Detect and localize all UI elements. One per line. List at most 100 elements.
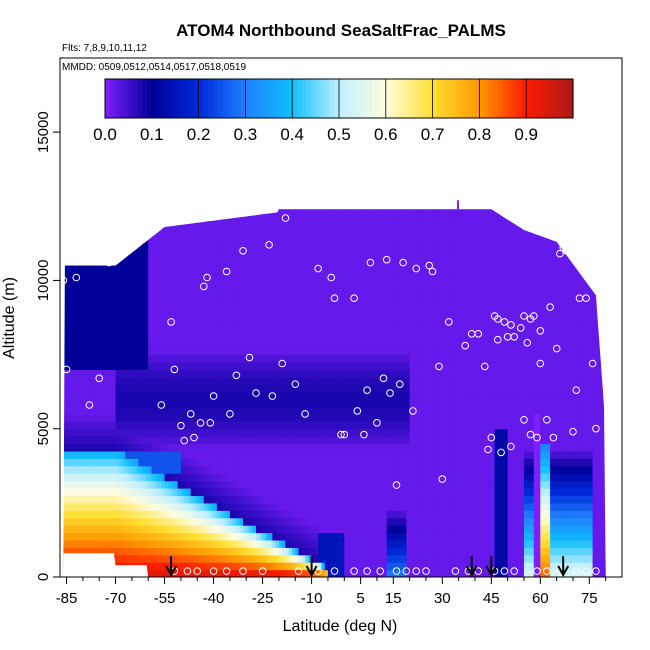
heatmap-cell — [158, 539, 162, 548]
heatmap-cell — [288, 510, 293, 519]
heatmap-cell — [295, 525, 300, 534]
heatmap-cell — [331, 517, 336, 526]
heatmap-cell — [291, 428, 296, 437]
heatmap-cell — [109, 376, 113, 385]
heatmap-cell — [154, 539, 159, 548]
heatmap-cell — [291, 391, 296, 400]
heatmap-cell — [109, 569, 113, 577]
heatmap-cell — [357, 488, 362, 497]
heatmap-cell — [99, 384, 104, 393]
heatmap-cell — [128, 510, 133, 519]
heatmap-cell — [73, 495, 77, 504]
heatmap-cell — [193, 243, 198, 252]
heatmap-cell — [122, 191, 126, 199]
heatmap-cell — [324, 525, 329, 534]
heatmap-cell — [308, 421, 313, 430]
heatmap-cell — [311, 347, 316, 356]
heatmap-cell — [82, 413, 87, 422]
heatmap-cell — [148, 428, 153, 437]
heatmap-cell — [187, 480, 192, 489]
heatmap-cell — [328, 191, 332, 199]
heatmap-cell — [177, 510, 182, 519]
heatmap-cell — [337, 458, 342, 467]
heatmap-cell — [223, 324, 228, 333]
heatmap-cell — [122, 384, 126, 393]
heatmap-cell — [321, 391, 326, 400]
heatmap-cell — [239, 324, 244, 333]
heatmap-cell — [265, 310, 270, 319]
heatmap-cell — [63, 209, 68, 215]
heatmap-cell — [66, 280, 71, 289]
heatmap-cell — [308, 199, 312, 207]
heatmap-cell — [66, 332, 71, 341]
heatmap-cell — [190, 391, 195, 400]
heatmap-cell — [278, 525, 283, 534]
heatmap-cell — [79, 310, 84, 319]
heatmap-cell — [177, 495, 182, 504]
heatmap-cell — [144, 510, 149, 519]
heatmap-cell — [298, 473, 303, 482]
heatmap-cell — [311, 391, 316, 400]
heatmap-cell — [89, 339, 94, 348]
heatmap-cell — [220, 488, 224, 497]
heatmap-cell — [318, 458, 322, 467]
heatmap-cell — [370, 332, 375, 341]
heatmap-cell — [220, 525, 224, 534]
heatmap-cell — [321, 324, 326, 333]
heatmap-cell — [367, 562, 372, 571]
heatmap-cell — [207, 280, 211, 289]
heatmap-cell — [89, 280, 94, 289]
heatmap-cell — [308, 510, 313, 519]
heatmap-cell — [229, 302, 234, 311]
heatmap-cell — [210, 406, 215, 415]
heatmap-cell — [272, 562, 277, 571]
heatmap-cell — [115, 302, 120, 311]
heatmap-cell — [144, 280, 149, 289]
heatmap-cell — [282, 465, 287, 474]
heatmap-cell — [259, 443, 264, 452]
heatmap-cell — [115, 510, 120, 519]
heatmap-cell — [216, 302, 221, 311]
heatmap-cell — [128, 332, 133, 341]
heatmap-cell — [102, 465, 107, 474]
heatmap-cell — [288, 413, 293, 422]
heatmap-cell — [128, 421, 133, 430]
heatmap-cell — [76, 295, 81, 304]
heatmap-cell — [86, 287, 91, 296]
heatmap-cell — [285, 465, 290, 474]
heatmap-cell — [295, 324, 300, 333]
heatmap-cell — [125, 354, 130, 363]
heatmap-cell — [354, 458, 358, 467]
heatmap-cell — [229, 502, 234, 511]
heatmap-cell — [151, 488, 156, 497]
heatmap-cell — [135, 265, 140, 274]
heatmap-cell — [360, 347, 365, 356]
heatmap-cell — [236, 510, 241, 519]
heatmap-cell — [109, 369, 113, 378]
heatmap-cell — [249, 235, 254, 244]
heatmap-cell — [298, 302, 303, 311]
heatmap-cell — [305, 428, 309, 437]
heatmap-cell — [63, 258, 68, 267]
heatmap-cell — [216, 532, 221, 541]
heatmap-cell — [200, 250, 205, 259]
heatmap-cell — [204, 191, 208, 199]
heatmap-cell — [305, 406, 309, 415]
heatmap-cell — [357, 209, 362, 215]
heatmap-cell — [73, 243, 77, 252]
heatmap-cell — [301, 235, 306, 244]
heatmap-cell — [308, 310, 313, 319]
heatmap-cell — [262, 495, 267, 504]
heatmap-cell — [122, 510, 126, 519]
heatmap-cell — [334, 354, 339, 363]
heatmap-cell — [79, 221, 84, 230]
heatmap-cell — [357, 317, 362, 326]
heatmap-cell — [278, 502, 283, 511]
heatmap-cell — [285, 213, 290, 222]
heatmap-cell — [350, 258, 355, 267]
heatmap-cell — [138, 436, 143, 445]
heatmap-cell — [193, 265, 198, 274]
heatmap-cell — [128, 287, 133, 296]
heatmap-cell — [190, 443, 195, 452]
heatmap-cell — [95, 302, 100, 311]
